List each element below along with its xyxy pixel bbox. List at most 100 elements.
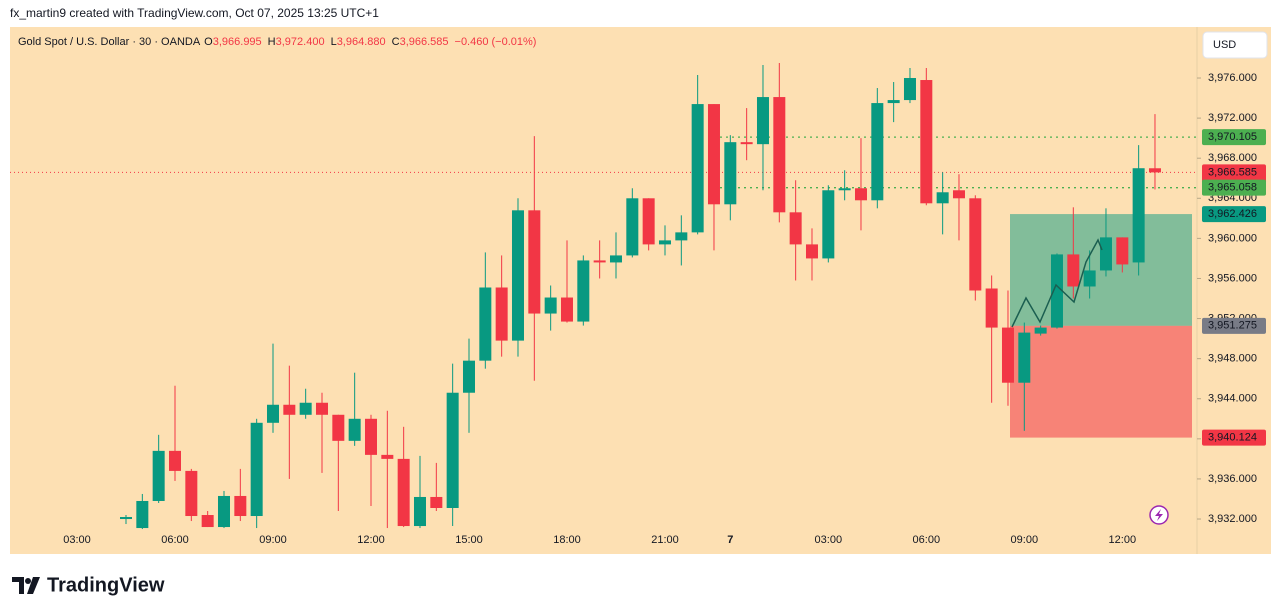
price-label: 3,951.275 xyxy=(1208,320,1257,332)
x-tick-label: 21:00 xyxy=(651,534,679,546)
candle-body xyxy=(528,210,541,314)
candle-body xyxy=(626,198,639,256)
credit: fx_martin9 created with TradingView.com,… xyxy=(10,6,379,20)
candle-body xyxy=(1050,254,1063,328)
candle-body xyxy=(479,287,492,361)
candle-body xyxy=(969,198,982,291)
brand: TradingView xyxy=(47,574,165,596)
x-tick-label: 06:00 xyxy=(913,534,941,546)
price-label-box xyxy=(1202,429,1266,446)
candle-body xyxy=(152,450,165,501)
candle-body xyxy=(789,212,802,245)
candle-body xyxy=(250,422,263,517)
candle-body xyxy=(364,418,377,455)
candle-body xyxy=(952,190,965,199)
price-label: 3,970.105 xyxy=(1208,131,1257,143)
y-tick-label: 3,944.000 xyxy=(1208,393,1257,405)
candle-body xyxy=(920,80,933,204)
x-tick-label: 06:00 xyxy=(161,534,189,546)
change: −0.460 (−0.01%) xyxy=(455,36,537,48)
y-tick-label: 3,948.000 xyxy=(1208,353,1257,365)
candle-body xyxy=(119,517,132,520)
candle-body xyxy=(1034,327,1047,334)
candle-body xyxy=(299,402,312,415)
candle-body xyxy=(854,188,867,201)
candle-body xyxy=(609,255,622,263)
price-label-box xyxy=(1202,179,1266,196)
candle-body xyxy=(315,402,328,415)
price-label-box xyxy=(1202,129,1266,146)
ohlc-key: L xyxy=(331,36,337,48)
candle-body xyxy=(560,297,573,322)
candle-body xyxy=(381,454,394,459)
price-label: 3,940.124 xyxy=(1208,432,1257,444)
ohlc-value: 3,966.995 xyxy=(213,36,262,48)
x-tick-label: 18:00 xyxy=(553,534,581,546)
currency-button[interactable] xyxy=(1202,31,1268,59)
candle-body xyxy=(217,495,230,528)
candle-body xyxy=(283,404,296,415)
price-label: 3,966.585 xyxy=(1208,166,1257,178)
x-tick-label: 12:00 xyxy=(1109,534,1137,546)
ohlc-value: 3,966.585 xyxy=(400,36,449,48)
candle-body xyxy=(936,192,949,204)
candle-body xyxy=(511,210,524,341)
y-tick-label: 3,936.000 xyxy=(1208,473,1257,485)
price-label: 3,962.426 xyxy=(1208,208,1257,220)
x-tick-label: 12:00 xyxy=(357,534,385,546)
currency[interactable]: USD xyxy=(1213,39,1236,51)
candle-body xyxy=(724,142,737,205)
candle-body xyxy=(185,470,198,517)
candle-body xyxy=(707,104,720,205)
candle-body xyxy=(658,240,671,245)
candle-body xyxy=(1148,168,1161,173)
candle-body xyxy=(1116,237,1129,265)
candle-body xyxy=(593,260,606,263)
candle-body xyxy=(234,495,247,517)
candle-body xyxy=(1132,168,1145,263)
candle-body xyxy=(985,288,998,328)
price-label-box xyxy=(1202,206,1266,223)
y-tick-label: 3,976.000 xyxy=(1208,72,1257,84)
candle-body xyxy=(495,287,508,341)
candle-body xyxy=(462,360,475,393)
candle-body xyxy=(446,392,459,508)
ohlc-key: O xyxy=(204,36,213,48)
candle-body xyxy=(691,104,704,233)
price-label-box xyxy=(1202,317,1266,334)
candle-body xyxy=(1067,254,1080,287)
candle-body xyxy=(430,496,443,508)
y-tick-label: 3,932.000 xyxy=(1208,513,1257,525)
candle-body xyxy=(348,418,361,441)
x-tick-label: 03:00 xyxy=(63,534,91,546)
legend: Gold Spot / U.S. Dollar · 30 · OANDA O3,9… xyxy=(18,36,536,48)
candle-body xyxy=(773,97,786,213)
y-tick-label: 3,972.000 xyxy=(1208,112,1257,124)
drawing-path xyxy=(1011,238,1103,328)
candle-body xyxy=(168,450,181,471)
candle-body xyxy=(903,78,916,101)
candle-body xyxy=(822,190,835,259)
candle-body xyxy=(136,500,149,529)
x-tick-label: 15:00 xyxy=(455,534,483,546)
candle-body xyxy=(332,414,345,441)
x-tick-label: 09:00 xyxy=(1011,534,1039,546)
ohlc-key: C xyxy=(392,36,400,48)
x-tick-label: 03:00 xyxy=(815,534,843,546)
x-tick-label: 09:00 xyxy=(259,534,287,546)
candle-body xyxy=(740,142,753,145)
symbol: Gold Spot / U.S. Dollar · 30 · OANDA xyxy=(18,36,201,48)
candle-body xyxy=(577,260,590,322)
candle-body xyxy=(805,244,818,259)
candle-body xyxy=(1001,327,1014,383)
ohlc-key: H xyxy=(268,36,276,48)
candle-body xyxy=(756,97,769,145)
x-tick-label: 7 xyxy=(727,534,733,546)
y-tick-label: 3,960.000 xyxy=(1208,232,1257,244)
candle-body xyxy=(397,458,410,527)
candle-body xyxy=(1083,270,1096,287)
plot xyxy=(10,62,1197,530)
candle-body xyxy=(1099,237,1112,271)
position-loss xyxy=(1010,325,1192,438)
